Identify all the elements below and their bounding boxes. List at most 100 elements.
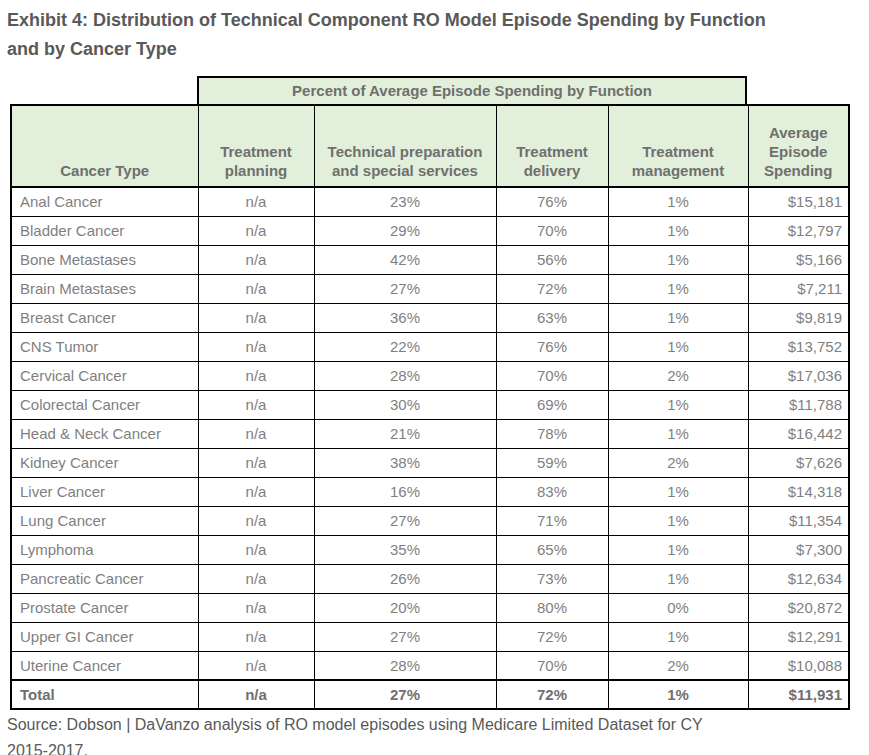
table-row: Pancreatic Cancern/a26%73%1%$12,634 <box>11 564 849 593</box>
cell-average-episode-spending: $7,626 <box>748 448 849 477</box>
span-header-percent-of-average-episode-spending: Percent of Average Episode Spending by F… <box>197 76 747 104</box>
table-body: Anal Cancern/a23%76%1%$15,181Bladder Can… <box>11 187 849 709</box>
cell-technical-preparation: 35% <box>314 535 496 564</box>
cell-treatment-delivery: 80% <box>496 593 608 622</box>
table-row: Brain Metastasesn/a27%72%1%$7,211 <box>11 274 849 303</box>
cell-technical-preparation: 30% <box>314 390 496 419</box>
cell-treatment-planning: n/a <box>198 564 314 593</box>
cell-cancer-type: Lung Cancer <box>11 506 198 535</box>
cell-treatment-planning: n/a <box>198 390 314 419</box>
cell-treatment-management: 1% <box>608 216 748 245</box>
cell-technical-preparation: 38% <box>314 448 496 477</box>
cell-treatment-management: 1% <box>608 390 748 419</box>
cell-treatment-delivery: 65% <box>496 535 608 564</box>
table-row: Bladder Cancern/a29%70%1%$12,797 <box>11 216 849 245</box>
cell-treatment-delivery: 76% <box>496 332 608 361</box>
cell-cancer-type: Pancreatic Cancer <box>11 564 198 593</box>
cell-treatment-delivery: 71% <box>496 506 608 535</box>
cell-treatment-planning: n/a <box>198 506 314 535</box>
cell-treatment-delivery: 56% <box>496 245 608 274</box>
cell-technical-preparation: 27% <box>314 622 496 651</box>
cell-cancer-type: Lymphoma <box>11 535 198 564</box>
cell-cancer-type: Anal Cancer <box>11 187 198 216</box>
cell-technical-preparation: 42% <box>314 245 496 274</box>
table-row: Lung Cancern/a27%71%1%$11,354 <box>11 506 849 535</box>
cell-average-episode-spending: $15,181 <box>748 187 849 216</box>
cell-technical-preparation: 28% <box>314 361 496 390</box>
cell-cancer-type: Liver Cancer <box>11 477 198 506</box>
cell-treatment-delivery: 78% <box>496 419 608 448</box>
table-row: Lymphoman/a35%65%1%$7,300 <box>11 535 849 564</box>
cell-cancer-type: Bone Metastases <box>11 245 198 274</box>
cell-treatment-management: 0% <box>608 593 748 622</box>
cell-treatment-management: 1% <box>608 274 748 303</box>
cell-technical-preparation: 28% <box>314 651 496 680</box>
col-header-technical-preparation: Technical preparation and special servic… <box>314 105 496 187</box>
cell-average-episode-spending: $10,088 <box>748 651 849 680</box>
table-header: Cancer Type Treatment planning Technical… <box>11 105 849 187</box>
table-row: Kidney Cancern/a38%59%2%$7,626 <box>11 448 849 477</box>
cell-treatment-delivery: 76% <box>496 187 608 216</box>
cell-treatment-management: 1% <box>608 506 748 535</box>
cell-cancer-type: Breast Cancer <box>11 303 198 332</box>
cell-treatment-planning: n/a <box>198 448 314 477</box>
cell-technical-preparation: 16% <box>314 477 496 506</box>
cell-average-episode-spending: $9,819 <box>748 303 849 332</box>
cell-treatment-planning: n/a <box>198 245 314 274</box>
cell-treatment-management: 1% <box>608 419 748 448</box>
header-row: Cancer Type Treatment planning Technical… <box>11 105 849 187</box>
col-header-treatment-delivery: Treatment delivery <box>496 105 608 187</box>
cell-technical-preparation: 36% <box>314 303 496 332</box>
cell-cancer-type: Prostate Cancer <box>11 593 198 622</box>
table-row: Head & Neck Cancern/a21%78%1%$16,442 <box>11 419 849 448</box>
cell-cancer-type: Cervical Cancer <box>11 361 198 390</box>
col-header-average-episode-spending: Average Episode Spending <box>748 105 849 187</box>
cell-average-episode-spending: $11,931 <box>748 680 849 709</box>
table-row: Liver Cancern/a16%83%1%$14,318 <box>11 477 849 506</box>
exhibit-title: Exhibit 4: Distribution of Technical Com… <box>7 6 766 64</box>
cell-technical-preparation: 21% <box>314 419 496 448</box>
cell-cancer-type: Uterine Cancer <box>11 651 198 680</box>
cell-treatment-delivery: 83% <box>496 477 608 506</box>
cell-treatment-planning: n/a <box>198 419 314 448</box>
cell-treatment-management: 1% <box>608 303 748 332</box>
cell-technical-preparation: 26% <box>314 564 496 593</box>
exhibit-title-line2: and by Cancer Type <box>7 35 766 64</box>
cell-treatment-planning: n/a <box>198 332 314 361</box>
cell-technical-preparation: 27% <box>314 680 496 709</box>
cell-treatment-management: 2% <box>608 448 748 477</box>
exhibit-title-line1: Exhibit 4: Distribution of Technical Com… <box>7 6 766 35</box>
cell-average-episode-spending: $5,166 <box>748 245 849 274</box>
col-header-treatment-management: Treatment management <box>608 105 748 187</box>
cell-average-episode-spending: $12,797 <box>748 216 849 245</box>
cell-treatment-planning: n/a <box>198 187 314 216</box>
cell-treatment-delivery: 59% <box>496 448 608 477</box>
cell-average-episode-spending: $11,354 <box>748 506 849 535</box>
cell-treatment-delivery: 70% <box>496 216 608 245</box>
col-header-treatment-planning: Treatment planning <box>198 105 314 187</box>
cell-treatment-delivery: 63% <box>496 303 608 332</box>
cell-treatment-management: 1% <box>608 245 748 274</box>
source-note-line2: 2015-2017. <box>7 738 703 755</box>
cell-treatment-delivery: 70% <box>496 361 608 390</box>
cell-technical-preparation: 20% <box>314 593 496 622</box>
cell-treatment-planning: n/a <box>198 477 314 506</box>
total-row: Totaln/a27%72%1%$11,931 <box>11 680 849 709</box>
cell-average-episode-spending: $12,291 <box>748 622 849 651</box>
cell-treatment-delivery: 69% <box>496 390 608 419</box>
cell-average-episode-spending: $11,788 <box>748 390 849 419</box>
cell-treatment-delivery: 72% <box>496 622 608 651</box>
table-row: Cervical Cancern/a28%70%2%$17,036 <box>11 361 849 390</box>
cell-technical-preparation: 27% <box>314 274 496 303</box>
table-row: Anal Cancern/a23%76%1%$15,181 <box>11 187 849 216</box>
cell-technical-preparation: 23% <box>314 187 496 216</box>
cell-treatment-management: 1% <box>608 187 748 216</box>
cell-cancer-type: Head & Neck Cancer <box>11 419 198 448</box>
cell-treatment-planning: n/a <box>198 680 314 709</box>
cell-treatment-planning: n/a <box>198 622 314 651</box>
cell-average-episode-spending: $17,036 <box>748 361 849 390</box>
cell-technical-preparation: 22% <box>314 332 496 361</box>
cell-average-episode-spending: $20,872 <box>748 593 849 622</box>
table-row: Breast Cancern/a36%63%1%$9,819 <box>11 303 849 332</box>
cell-cancer-type: Colorectal Cancer <box>11 390 198 419</box>
